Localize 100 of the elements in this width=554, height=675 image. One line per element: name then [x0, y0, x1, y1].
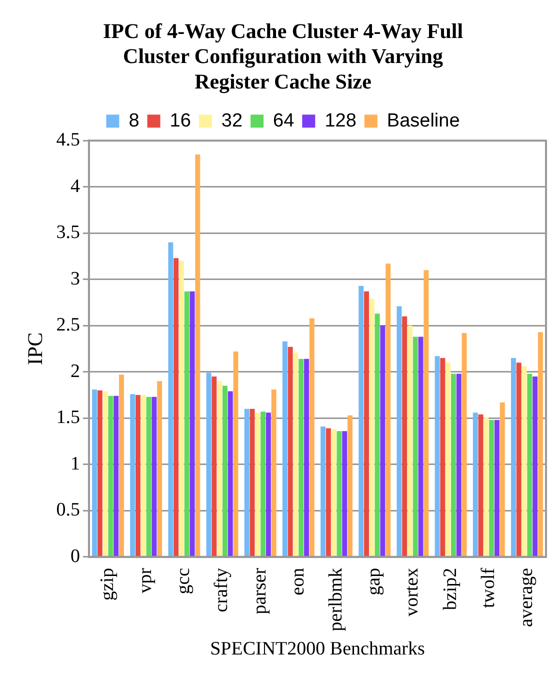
y-tick-label: 2 — [70, 360, 80, 382]
bar — [472, 412, 478, 556]
bar — [140, 394, 146, 556]
bar — [412, 336, 418, 556]
bar — [146, 396, 152, 556]
y-tick-label: 3 — [70, 268, 80, 290]
bar — [168, 242, 174, 556]
bar — [386, 264, 391, 556]
bar — [500, 402, 505, 556]
y-tick-label: 2.5 — [56, 314, 80, 336]
bar — [336, 431, 342, 556]
x-tick-label: bzip2 — [440, 568, 461, 610]
bar — [228, 391, 233, 556]
chart-title: IPC of 4-Way Cache Cluster 4-Way Full Cluster Configuration with Varying Register Cache Size — [102, 19, 464, 94]
bar — [190, 291, 195, 556]
bar — [271, 389, 276, 556]
bar — [233, 352, 238, 556]
y-tick-label: 1.5 — [56, 407, 80, 428]
bar — [434, 356, 440, 556]
bar — [108, 396, 114, 556]
bar — [396, 306, 402, 556]
bar — [326, 428, 331, 556]
bar — [174, 258, 179, 556]
bar — [380, 326, 386, 556]
bar — [136, 394, 140, 556]
bar — [424, 270, 429, 556]
bar — [255, 412, 260, 556]
bar — [309, 318, 314, 556]
bar — [195, 154, 200, 556]
legend-label: 8 — [128, 110, 140, 132]
bar — [374, 314, 380, 556]
bar — [92, 389, 97, 556]
bar — [342, 431, 348, 556]
legend-label: 128 — [324, 110, 356, 132]
bar — [364, 291, 369, 556]
bar — [217, 381, 222, 556]
bar — [102, 391, 108, 556]
x-tick-label: eon — [287, 567, 308, 596]
bar — [522, 366, 527, 556]
bar — [260, 412, 266, 556]
legend-label: Baseline — [386, 110, 460, 132]
x-tick-label: gzip — [96, 568, 118, 601]
y-axis-title: IPC — [23, 332, 48, 366]
bar — [157, 381, 162, 556]
bar — [282, 341, 288, 556]
x-tick-label: crafty — [211, 567, 232, 612]
bar — [494, 420, 500, 556]
bar — [298, 358, 304, 556]
bar — [304, 358, 310, 556]
bar — [462, 333, 467, 556]
x-tick-label: vpr — [135, 567, 156, 594]
bar — [152, 396, 157, 556]
bar — [489, 420, 494, 556]
x-tick-label: vortex — [402, 567, 423, 616]
bar — [266, 412, 271, 556]
bar — [446, 362, 451, 556]
x-tick-label: parser — [249, 567, 270, 614]
bar — [331, 429, 336, 556]
bar — [418, 336, 424, 556]
bar — [402, 316, 408, 556]
legend-label: 64 — [273, 110, 295, 132]
bar — [222, 386, 228, 556]
y-tick-label: 0 — [70, 546, 80, 567]
legend-label: 16 — [170, 110, 191, 132]
bar — [130, 394, 136, 556]
bar — [206, 372, 212, 556]
bar — [114, 396, 119, 556]
bar — [358, 286, 364, 556]
bar — [484, 417, 489, 556]
x-axis-title: SPECINT2000 Benchmarks — [210, 638, 425, 660]
bar — [288, 346, 293, 556]
bar — [450, 374, 456, 556]
bar — [320, 426, 326, 556]
x-tick-label: perlbmk — [326, 567, 347, 632]
y-tick-label: 3.5 — [56, 222, 80, 244]
bar — [369, 298, 374, 556]
bar — [212, 376, 217, 556]
bar — [250, 408, 255, 556]
bar — [527, 374, 532, 556]
bar — [97, 390, 102, 556]
x-tick-label: gcc — [173, 568, 194, 594]
bar — [119, 374, 124, 556]
bar — [510, 358, 516, 556]
bar — [244, 408, 250, 556]
y-tick-label: 1 — [70, 453, 80, 474]
y-tick-label: 4.5 — [56, 130, 80, 151]
x-tick-label: twolf — [478, 567, 499, 608]
x-tick-label: gap — [364, 568, 385, 596]
bar — [532, 376, 538, 556]
bar — [293, 352, 298, 556]
bar — [456, 374, 462, 556]
bar — [178, 260, 184, 556]
bar — [516, 362, 522, 556]
bar — [184, 291, 190, 556]
y-tick-label: 0.5 — [56, 500, 80, 521]
bar — [538, 332, 543, 556]
x-tick-label: average — [516, 568, 537, 627]
bar — [478, 414, 484, 556]
bar — [440, 358, 446, 556]
bar — [408, 326, 412, 556]
